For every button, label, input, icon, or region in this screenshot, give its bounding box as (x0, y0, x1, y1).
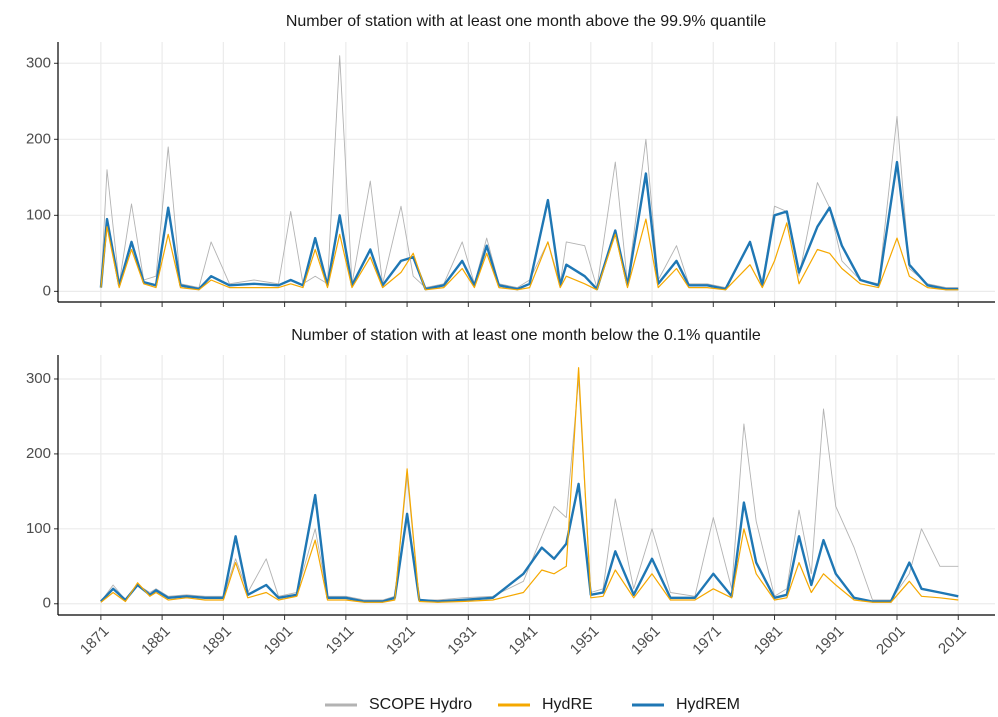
x-tick-label: 1891 (199, 623, 235, 659)
legend-label: HydRE (542, 696, 593, 713)
series-line (100, 482, 959, 603)
legend-label: HydREM (676, 696, 740, 713)
y-tick-label: 200 (26, 130, 51, 147)
y-tick-label: 300 (26, 370, 51, 387)
y-tick-label: 0 (43, 282, 51, 299)
x-tick-label: 1951 (567, 623, 603, 659)
series-line (100, 367, 959, 603)
y-tick-label: 100 (26, 206, 51, 223)
x-tick-label: 1901 (261, 623, 297, 659)
x-tick-label: 2011 (935, 623, 970, 658)
x-tick-label: 1881 (138, 623, 174, 659)
y-tick-label: 100 (26, 520, 51, 537)
x-tick-label: 1931 (444, 623, 480, 659)
x-tick-label: 1991 (812, 623, 848, 659)
x-tick-label: 1981 (751, 623, 787, 659)
x-tick-label: 2001 (873, 623, 909, 659)
x-tick-label: 1871 (77, 623, 113, 659)
x-tick-label: 1961 (628, 623, 664, 659)
series-line (99, 160, 959, 291)
panel-title: Number of station with at least one mont… (286, 13, 766, 30)
y-tick-label: 200 (26, 445, 51, 462)
x-tick-label: 1911 (323, 623, 358, 658)
series-line (100, 218, 959, 291)
panel-title: Number of station with at least one mont… (291, 327, 761, 344)
x-tick-label: 1971 (689, 623, 725, 659)
x-tick-label: 1921 (383, 623, 419, 659)
y-tick-label: 300 (26, 54, 51, 71)
y-tick-label: 0 (43, 595, 51, 612)
x-tick-label: 1941 (506, 623, 542, 659)
series-line (100, 55, 959, 289)
legend-label: SCOPE Hydro (369, 696, 472, 713)
